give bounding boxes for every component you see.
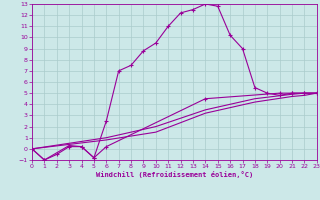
X-axis label: Windchill (Refroidissement éolien,°C): Windchill (Refroidissement éolien,°C) [96,171,253,178]
